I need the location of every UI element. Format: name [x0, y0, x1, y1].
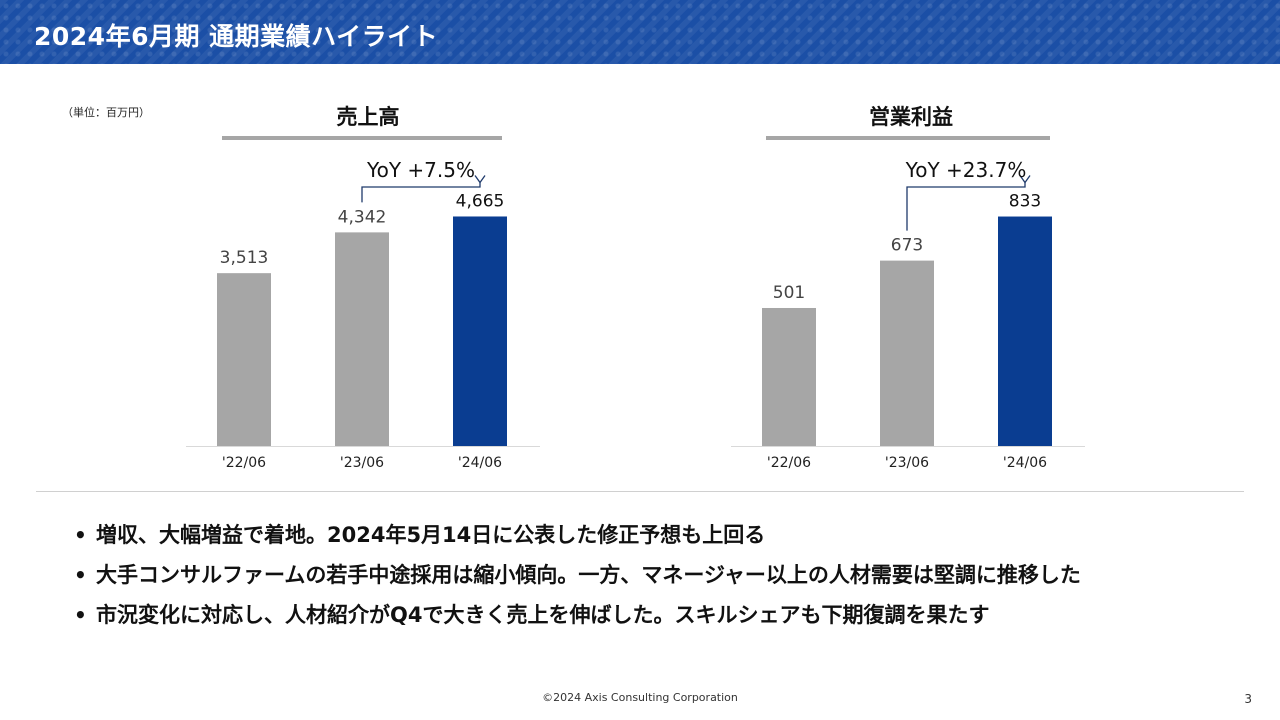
highlights-list: 増収、大幅増益で着地。2024年5月14日に公表した修正予想も上回る 大手コンサ…	[74, 519, 1081, 639]
copyright: ©2024 Axis Consulting Corporation	[542, 691, 738, 704]
yoy-bracket	[361, 182, 481, 203]
yoy-arrowhead	[474, 175, 486, 184]
bar	[335, 232, 389, 446]
yoy-annotation: YoY +7.5%	[366, 158, 475, 182]
bar	[880, 260, 934, 446]
data-label: 501	[773, 283, 805, 303]
chart-title: 営業利益	[869, 105, 953, 129]
page-title: 2024年6月期 通期業績ハイライト	[34, 22, 439, 51]
data-label: 4,665	[456, 191, 505, 211]
x-tick-label: '22/06	[222, 455, 266, 471]
x-tick-label: '24/06	[458, 455, 502, 471]
x-tick-label: '22/06	[767, 455, 811, 471]
data-label: 3,513	[220, 248, 269, 268]
bar	[453, 216, 507, 446]
page-number: 3	[1244, 692, 1252, 706]
bullet-item: 増収、大幅増益で着地。2024年5月14日に公表した修正予想も上回る	[74, 519, 1081, 559]
charts-area: 売上高 3,513 '22/06 4,342 '23/06 4,665 '24/06 YoY …	[186, 105, 1085, 471]
unit-label: （単位：百万円）	[62, 106, 150, 119]
header-banner: 2024年6月期 通期業績ハイライト	[0, 0, 1280, 64]
yoy-bracket	[906, 182, 1026, 231]
bullet-item: 大手コンサルファームの若手中途採用は縮小傾向。一方、マネージャー以上の人材需要は…	[74, 559, 1081, 599]
bar	[762, 307, 816, 446]
x-tick-label: '24/06	[1003, 455, 1047, 471]
data-label: 4,342	[338, 207, 387, 227]
data-label: 673	[891, 236, 923, 256]
data-label: 833	[1009, 192, 1041, 212]
yoy-arrowhead	[1019, 175, 1031, 184]
bar	[998, 216, 1052, 446]
yoy-annotation: YoY +23.7%	[905, 158, 1027, 182]
divider	[36, 491, 1244, 492]
chart-title: 売上高	[337, 105, 400, 129]
x-tick-label: '23/06	[340, 455, 384, 471]
bullet-item: 市況変化に対応し、人材紹介がQ4で大きく売上を伸ばした。スキルシェアも下期復調を…	[74, 599, 1081, 639]
bar	[217, 273, 271, 446]
x-tick-label: '23/06	[885, 455, 929, 471]
